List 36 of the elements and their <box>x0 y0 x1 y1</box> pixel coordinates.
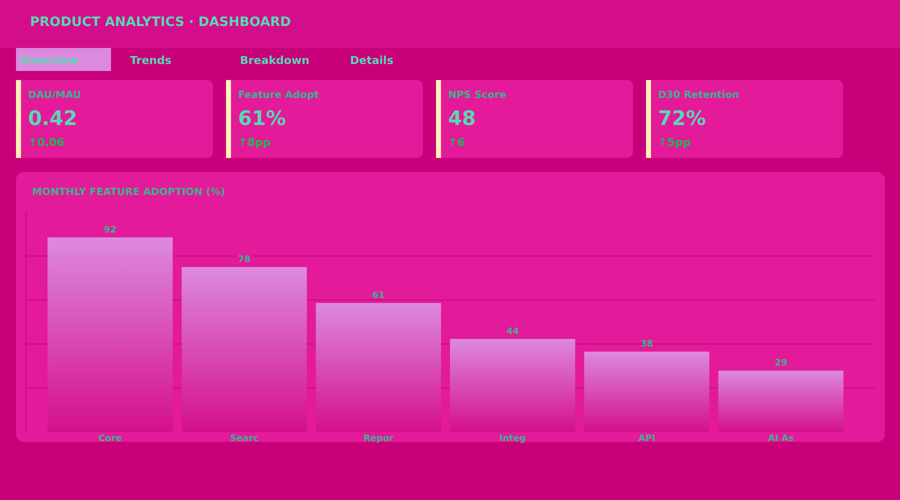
x-tick-label: Searc <box>230 434 258 444</box>
text: 72% <box>658 106 706 130</box>
x-tick-label: Core <box>98 434 122 444</box>
text: 48 <box>448 106 476 130</box>
data-label: 61 <box>372 290 385 301</box>
text: NPS Score <box>448 90 506 101</box>
text: D30 Retention <box>658 90 740 101</box>
data-label: 38 <box>640 340 653 350</box>
bar <box>316 302 442 432</box>
bar <box>718 370 844 432</box>
data-label: 78 <box>238 255 251 265</box>
text: Feature Adopt <box>238 90 319 101</box>
text: ↑6 <box>448 136 466 149</box>
text: PRODUCT ANALYTICS · DASHBOARD <box>30 15 292 30</box>
text: DAU/MAU <box>28 90 82 101</box>
x-tick-label: Integ <box>499 434 526 444</box>
x-tick-label: Repor <box>363 434 394 444</box>
text: ↑5pp <box>658 136 691 149</box>
x-tick-label: API <box>638 434 656 444</box>
category-label: Details <box>350 54 394 67</box>
bar <box>450 338 576 432</box>
data-label: 44 <box>506 326 519 337</box>
chart-title: MONTHLY FEATURE ADOPTION (%) <box>32 187 226 198</box>
data-label: 92 <box>104 225 116 236</box>
text: ↑0.06 <box>28 136 65 149</box>
text: ↑8pp <box>238 136 271 149</box>
bar <box>182 267 307 432</box>
category-label: Trends <box>130 54 172 67</box>
bar <box>48 237 173 432</box>
bar <box>584 352 710 432</box>
category-label: Breakdown <box>240 54 310 67</box>
text: 0.42 <box>28 106 78 130</box>
data-label: 29 <box>774 358 788 369</box>
category-label: Overview <box>20 54 78 67</box>
x-tick-label: AI As <box>768 434 794 444</box>
text: 61% <box>238 106 286 130</box>
